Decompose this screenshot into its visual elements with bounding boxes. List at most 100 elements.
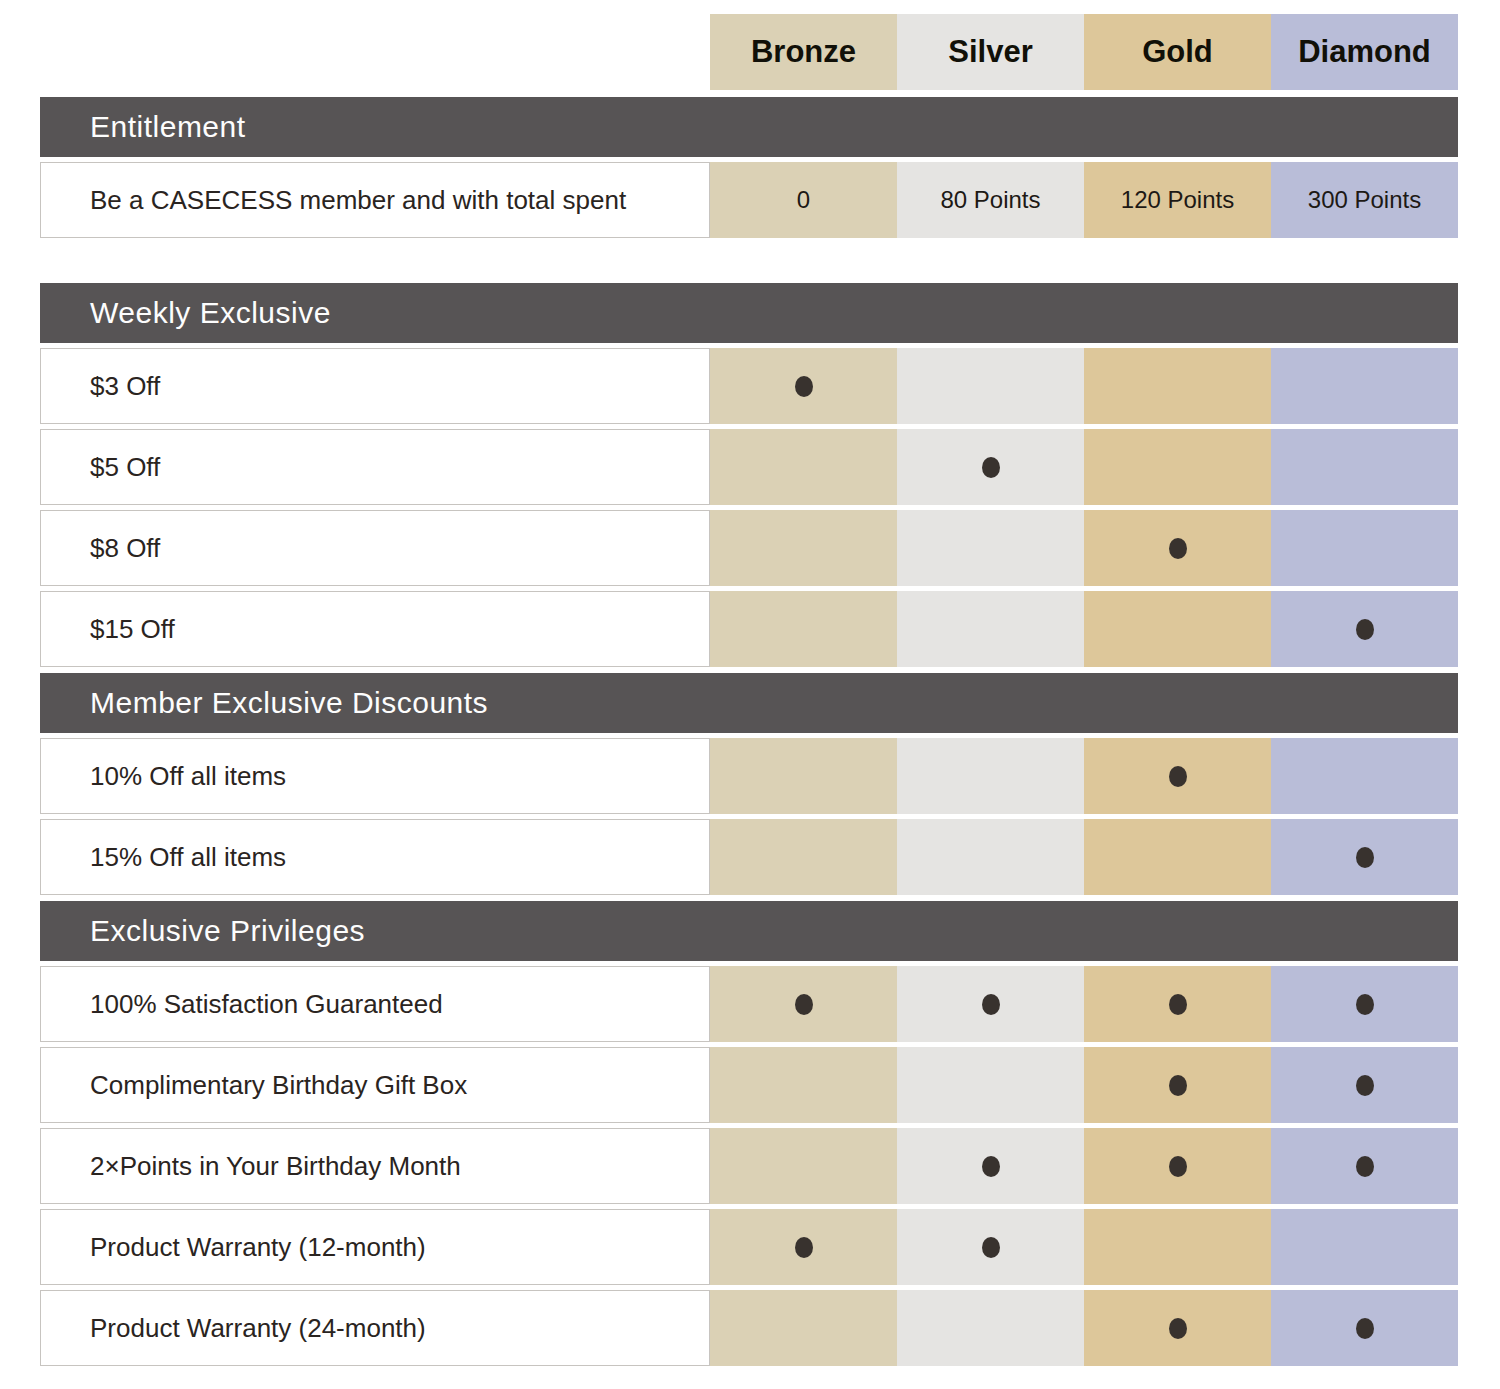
- table-row-2x-points-birthday: 2×Points in Your Birthday Month: [40, 1128, 1458, 1204]
- tier-cell-gold: [1084, 1209, 1271, 1285]
- tier-cell-bronze: [710, 819, 897, 895]
- tier-cell-silver: [897, 1047, 1084, 1123]
- tier-cell-silver: [897, 1290, 1084, 1366]
- tier-cell-gold: [1084, 819, 1271, 895]
- tier-cell-bronze: [710, 591, 897, 667]
- table-row-15pct-off: 15% Off all items: [40, 819, 1458, 895]
- tier-cell-diamond: [1271, 429, 1458, 505]
- tier-cell-gold: [1084, 1047, 1271, 1123]
- section-header-weekly-exclusive: Weekly Exclusive: [40, 283, 1458, 343]
- tier-cell-gold: 120 Points: [1084, 162, 1271, 238]
- section-header-exclusive-privileges: Exclusive Privileges: [40, 901, 1458, 961]
- table-row-warranty-24: Product Warranty (24-month): [40, 1290, 1458, 1366]
- benefit-dot-icon: [1356, 1075, 1374, 1096]
- tier-cell-diamond: [1271, 819, 1458, 895]
- tier-cell-silver: [897, 966, 1084, 1042]
- benefit-dot-icon: [1356, 619, 1374, 640]
- tier-cell-gold: [1084, 738, 1271, 814]
- table-row-birthday-gift-box: Complimentary Birthday Gift Box: [40, 1047, 1458, 1123]
- benefit-dot-icon: [982, 457, 1000, 478]
- entitlement-value-silver: 80 Points: [940, 186, 1040, 214]
- table-row-5-off: $5 Off: [40, 429, 1458, 505]
- table-row-10pct-off: 10% Off all items: [40, 738, 1458, 814]
- table-row-entitlement: Be a CASECESS member and with total spen…: [40, 162, 1458, 238]
- tier-header-row: Bronze Silver Gold Diamond: [40, 14, 1458, 90]
- row-label: 10% Off all items: [40, 738, 710, 814]
- entitlement-value-gold: 120 Points: [1121, 186, 1234, 214]
- tier-header-silver: Silver: [897, 14, 1084, 90]
- tier-cell-diamond: [1271, 966, 1458, 1042]
- benefit-dot-icon: [1169, 1075, 1187, 1096]
- benefit-dot-icon: [1356, 1318, 1374, 1339]
- tier-cell-silver: [897, 510, 1084, 586]
- benefit-dot-icon: [1356, 1156, 1374, 1177]
- tier-header-diamond: Diamond: [1271, 14, 1458, 90]
- benefit-dot-icon: [1356, 994, 1374, 1015]
- benefit-dot-icon: [1169, 994, 1187, 1015]
- tier-cell-bronze: [710, 1209, 897, 1285]
- row-label: 15% Off all items: [40, 819, 710, 895]
- tier-cell-silver: [897, 348, 1084, 424]
- benefit-dot-icon: [795, 376, 813, 397]
- table-row-15-off: $15 Off: [40, 591, 1458, 667]
- tier-cell-silver: [897, 738, 1084, 814]
- section-header-member-discounts: Member Exclusive Discounts: [40, 673, 1458, 733]
- table-row-warranty-12: Product Warranty (12-month): [40, 1209, 1458, 1285]
- tier-cell-gold: [1084, 966, 1271, 1042]
- entitlement-value-bronze: 0: [797, 186, 810, 214]
- row-label: 2×Points in Your Birthday Month: [40, 1128, 710, 1204]
- table-row-8-off: $8 Off: [40, 510, 1458, 586]
- tier-cell-gold: [1084, 348, 1271, 424]
- tier-cell-bronze: 0: [710, 162, 897, 238]
- tier-cell-bronze: [710, 348, 897, 424]
- tier-cell-bronze: [710, 738, 897, 814]
- section-header-entitlement: Entitlement: [40, 97, 1458, 157]
- tier-cell-diamond: 300 Points: [1271, 162, 1458, 238]
- benefit-dot-icon: [982, 1237, 1000, 1258]
- tier-cell-diamond: [1271, 348, 1458, 424]
- row-label: Product Warranty (24-month): [40, 1290, 710, 1366]
- tier-cell-bronze: [710, 510, 897, 586]
- row-label: Complimentary Birthday Gift Box: [40, 1047, 710, 1123]
- tier-cell-gold: [1084, 591, 1271, 667]
- benefit-dot-icon: [1356, 847, 1374, 868]
- tier-cell-silver: [897, 429, 1084, 505]
- table-row-satisfaction: 100% Satisfaction Guaranteed: [40, 966, 1458, 1042]
- tier-cell-gold: [1084, 1290, 1271, 1366]
- tier-cell-silver: [897, 819, 1084, 895]
- table-row-3-off: $3 Off: [40, 348, 1458, 424]
- row-label: 100% Satisfaction Guaranteed: [40, 966, 710, 1042]
- benefit-dot-icon: [982, 994, 1000, 1015]
- tier-cell-diamond: [1271, 1209, 1458, 1285]
- tier-cell-silver: [897, 591, 1084, 667]
- tier-cell-silver: [897, 1209, 1084, 1285]
- benefit-dot-icon: [795, 1237, 813, 1258]
- entitlement-value-diamond: 300 Points: [1308, 186, 1421, 214]
- row-label: $8 Off: [40, 510, 710, 586]
- tier-cell-gold: [1084, 429, 1271, 505]
- tier-cell-diamond: [1271, 510, 1458, 586]
- tier-cell-gold: [1084, 1128, 1271, 1204]
- row-label: $5 Off: [40, 429, 710, 505]
- tier-cell-silver: [897, 1128, 1084, 1204]
- benefit-dot-icon: [982, 1156, 1000, 1177]
- tier-header-gold: Gold: [1084, 14, 1271, 90]
- tier-cell-bronze: [710, 1047, 897, 1123]
- row-label: $3 Off: [40, 348, 710, 424]
- tier-cell-diamond: [1271, 1290, 1458, 1366]
- tier-cell-bronze: [710, 429, 897, 505]
- row-label: Be a CASECESS member and with total spen…: [40, 162, 710, 238]
- tier-cell-bronze: [710, 1290, 897, 1366]
- row-label: Product Warranty (12-month): [40, 1209, 710, 1285]
- tier-header-spacer: [40, 14, 710, 90]
- tier-cell-bronze: [710, 1128, 897, 1204]
- benefit-dot-icon: [795, 994, 813, 1015]
- tier-header-bronze: Bronze: [710, 14, 897, 90]
- tier-cell-diamond: [1271, 591, 1458, 667]
- tier-cell-silver: 80 Points: [897, 162, 1084, 238]
- benefit-dot-icon: [1169, 1318, 1187, 1339]
- benefit-dot-icon: [1169, 1156, 1187, 1177]
- tier-cell-diamond: [1271, 1128, 1458, 1204]
- tier-cell-diamond: [1271, 738, 1458, 814]
- tier-cell-diamond: [1271, 1047, 1458, 1123]
